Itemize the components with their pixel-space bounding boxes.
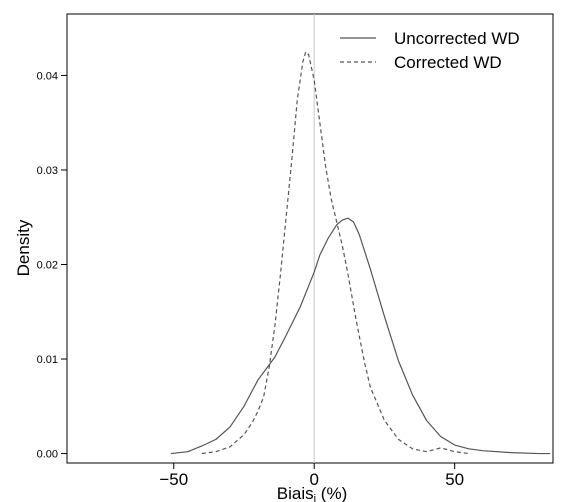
x-axis-label-main: Biais: [277, 484, 314, 502]
x-tick-label: 50: [445, 470, 464, 489]
series-line-corrected: [201, 51, 469, 455]
x-axis-label-subscript: i: [314, 493, 316, 502]
y-axis-label: Density: [14, 219, 33, 276]
x-axis: −50 0 50: [159, 463, 464, 489]
y-tick-label: 0.00: [37, 449, 58, 461]
legend-label: Corrected WD: [394, 53, 502, 72]
x-axis-label-suffix: (%): [316, 484, 347, 502]
legend: Uncorrected WD Corrected WD: [340, 29, 520, 72]
x-axis-label: Biaisi (%): [277, 484, 347, 502]
series-group: [170, 51, 551, 455]
y-tick-label: 0.03: [37, 165, 58, 177]
y-tick-label: 0.04: [37, 70, 58, 82]
y-tick-label: 0.02: [37, 259, 58, 271]
legend-label: Uncorrected WD: [394, 29, 520, 48]
y-axis: 0.00 0.01 0.02 0.03 0.04: [37, 70, 67, 461]
x-tick-label: −50: [159, 470, 188, 489]
y-tick-label: 0.01: [37, 354, 58, 366]
plot-frame: [66, 13, 554, 464]
x-tick-label: 0: [309, 470, 318, 489]
series-line-uncorrected: [170, 217, 551, 455]
